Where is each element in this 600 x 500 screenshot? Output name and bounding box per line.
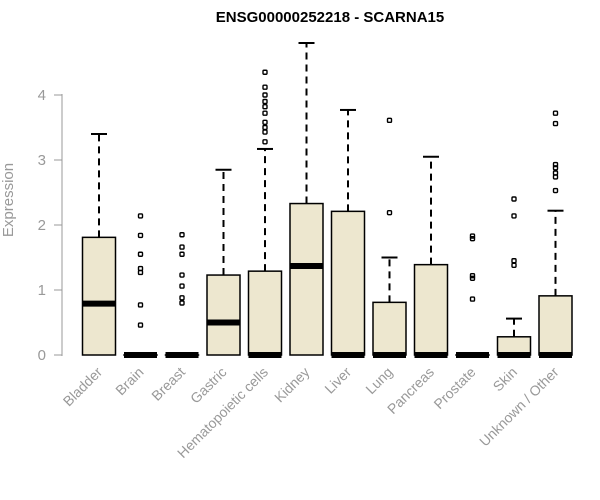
outlier-point <box>179 300 185 306</box>
outlier-point <box>137 302 144 308</box>
box-group <box>123 213 158 358</box>
box-group <box>247 69 283 358</box>
outlier-point <box>179 244 185 250</box>
y-axis-ticks: 0 1 2 3 4 <box>38 87 62 364</box>
outlier-point <box>262 103 268 110</box>
outlier-point <box>137 213 144 219</box>
outlier-point <box>511 262 517 268</box>
outlier-point <box>137 265 144 272</box>
box-group <box>164 232 200 358</box>
outlier-point <box>262 139 268 145</box>
outlier-point <box>137 232 144 239</box>
box <box>413 263 449 356</box>
box-group <box>330 108 366 358</box>
outlier-point <box>262 84 268 90</box>
outlier-point <box>262 110 268 116</box>
outlier-point <box>386 117 393 124</box>
outlier-point <box>179 272 185 278</box>
category-label: Lung <box>362 364 395 397</box>
outlier-point <box>469 296 476 302</box>
outlier-point <box>262 92 268 98</box>
chart-title: ENSG00000252218 - SCARNA15 <box>216 9 444 26</box>
y-tick-label: 1 <box>38 282 46 299</box>
box <box>81 236 117 356</box>
y-tick-label: 0 <box>38 347 46 364</box>
box <box>247 270 283 356</box>
outlier-point <box>511 196 517 202</box>
outlier-point <box>262 98 268 105</box>
outlier-point <box>262 124 268 131</box>
outlier-point <box>552 187 559 194</box>
y-tick-label: 2 <box>38 217 46 234</box>
outlier-point <box>552 161 559 168</box>
box-group <box>413 155 449 358</box>
outlier-point <box>511 213 517 219</box>
y-axis-title: Expression <box>0 163 17 237</box>
category-label: Liver <box>321 364 354 397</box>
box-group <box>538 110 573 358</box>
box-series <box>81 42 573 358</box>
outlier-point <box>469 235 476 242</box>
outlier-point <box>179 295 185 301</box>
y-tick-label: 4 <box>38 87 46 104</box>
outlier-point <box>262 129 268 135</box>
outlier-point <box>262 119 268 126</box>
box <box>330 210 366 356</box>
category-label: Brain <box>112 364 146 398</box>
box-group <box>455 233 490 358</box>
category-label: Prostate <box>430 364 478 412</box>
category-label: Bladder <box>60 364 106 410</box>
box-group <box>289 42 324 356</box>
category-label: Breast <box>148 364 188 404</box>
box <box>206 274 241 356</box>
box <box>289 202 324 356</box>
outlier-point <box>552 120 559 127</box>
outlier-point <box>386 209 393 216</box>
category-label: Unknown / Other <box>476 364 562 450</box>
y-tick-label: 3 <box>38 152 46 169</box>
outlier-point <box>469 275 476 281</box>
box <box>538 295 573 356</box>
box-group <box>372 117 407 358</box>
outlier-point <box>137 251 144 257</box>
outlier-point <box>137 322 144 328</box>
outlier-point <box>511 258 517 264</box>
box-group <box>496 196 532 358</box>
box-group <box>206 168 241 356</box>
category-label: Skin <box>490 364 521 395</box>
outlier-point <box>552 170 559 176</box>
outlier-point <box>262 69 268 75</box>
outlier-point <box>179 283 185 289</box>
outlier-point <box>552 110 559 116</box>
box-group <box>81 133 117 356</box>
outlier-point <box>179 251 185 257</box>
outlier-point <box>469 233 476 239</box>
category-label: Kidney <box>271 364 313 406</box>
box <box>372 301 407 356</box>
outlier-point <box>179 232 185 238</box>
outlier-point <box>552 165 559 171</box>
outlier-point <box>469 273 476 279</box>
